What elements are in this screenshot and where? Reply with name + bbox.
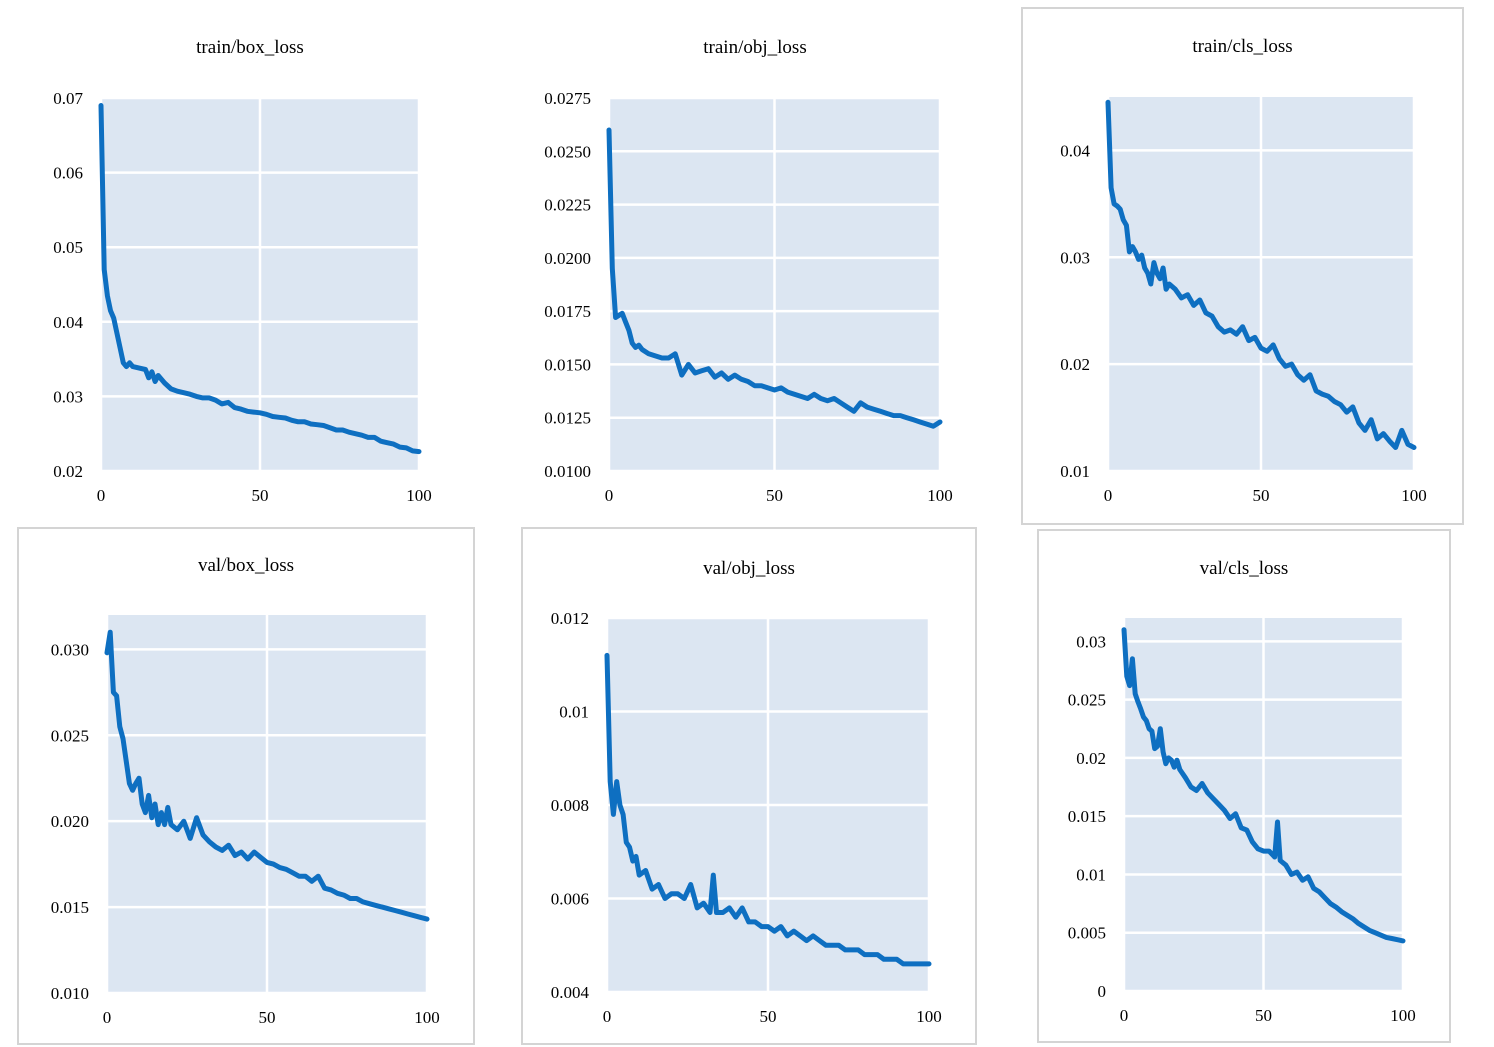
y-tick-label: 0.015 [1068, 807, 1106, 826]
y-tick-label: 0.01 [1076, 865, 1106, 884]
x-tick-label: 100 [1401, 486, 1427, 505]
y-tick-label: 0.03 [1060, 248, 1090, 267]
chart-title: val/obj_loss [703, 558, 795, 579]
y-tick-label: 0.020 [51, 812, 89, 831]
y-tick-label: 0.01 [559, 703, 589, 722]
chart-title: train/box_loss [196, 37, 304, 58]
y-tick-label: 0.02 [53, 462, 83, 481]
y-tick-label: 0.01 [1060, 462, 1090, 481]
y-tick-label: 0.004 [551, 983, 590, 1002]
x-tick-label: 100 [1390, 1006, 1416, 1025]
chart-svg: train/box_loss 0.07 0.06 0.05 0.04 0.03 0.02 0 5… [53, 37, 432, 505]
chart-panel-val-cls-loss: val/cls_loss 0.03 0.025 0.02 0.015 0.01 0.005 0… [1037, 529, 1451, 1043]
loss-series-line [1105, 99, 1417, 450]
y-tick-label: 0.015 [51, 898, 89, 917]
x-tick-label: 100 [916, 1007, 942, 1026]
y-tick-label: 0.005 [1068, 924, 1106, 943]
y-tick-label: 0.0100 [544, 462, 591, 481]
loss-series-line [604, 652, 932, 967]
x-tick-label: 0 [97, 486, 106, 505]
chart-panel-train-box-loss: train/box_loss 0.07 0.06 0.05 0.04 0.03 0.02 0 5… [10, 10, 490, 515]
y-tick-label: 0.02 [1060, 355, 1090, 374]
y-tick-label: 0.0200 [544, 249, 591, 268]
x-tick-label: 0 [1104, 486, 1113, 505]
y-tick-label: 0.0225 [544, 196, 591, 215]
y-tick-label: 0.0175 [544, 302, 591, 321]
chart-title: val/cls_loss [1200, 558, 1289, 579]
y-tick-label: 0.04 [53, 313, 83, 332]
chart-svg: train/obj_loss 0.0275 0.0250 0.0225 0.0200 0.… [544, 37, 953, 505]
chart-title: train/obj_loss [703, 37, 806, 58]
y-tick-label: 0.05 [53, 238, 83, 257]
chart-panel-train-obj-loss: train/obj_loss 0.0275 0.0250 0.0225 0.0200 0.… [510, 10, 1000, 515]
x-tick-label: 0 [605, 486, 614, 505]
x-tick-label: 0 [103, 1008, 112, 1027]
chart-svg: train/cls_loss 0.04 0.03 0.02 0.01 0 50 100 [1060, 36, 1427, 505]
y-tick-label: 0.06 [53, 164, 83, 183]
chart-title: val/box_loss [198, 555, 294, 576]
x-tick-label: 50 [760, 1007, 777, 1026]
y-tick-label: 0.03 [53, 387, 83, 406]
x-tick-label: 100 [406, 486, 432, 505]
y-tick-label: 0.0275 [544, 89, 591, 108]
y-tick-label: 0.0250 [544, 142, 591, 161]
y-tick-label: 0.025 [1068, 691, 1106, 710]
chart-panel-val-obj-loss: val/obj_loss 0.012 0.01 0.008 0.006 0.004 0 50 1… [521, 527, 977, 1045]
x-tick-label: 100 [414, 1008, 440, 1027]
x-tick-label: 50 [252, 486, 269, 505]
chart-svg: val/cls_loss 0.03 0.025 0.02 0.015 0.01 0.005 0… [1068, 558, 1416, 1025]
loss-series-line [606, 127, 943, 429]
y-tick-label: 0.0150 [544, 355, 591, 374]
y-tick-label: 0.03 [1076, 632, 1106, 651]
y-tick-label: 0.010 [51, 984, 89, 1003]
chart-panel-val-box-loss: val/box_loss 0.030 0.025 0.020 0.015 0.010 0 50… [17, 527, 475, 1045]
loss-series-line [104, 629, 430, 922]
y-tick-label: 0 [1098, 982, 1107, 1001]
y-tick-label: 0.012 [551, 609, 589, 628]
loss-series-line [1121, 627, 1406, 944]
chart-panel-train-cls-loss: train/cls_loss 0.04 0.03 0.02 0.01 0 50 100 [1021, 7, 1464, 525]
x-tick-label: 100 [927, 486, 953, 505]
x-tick-label: 0 [603, 1007, 612, 1026]
y-tick-label: 0.04 [1060, 141, 1090, 160]
x-tick-label: 50 [1255, 1006, 1272, 1025]
chart-title: train/cls_loss [1192, 36, 1292, 57]
x-tick-label: 50 [766, 486, 783, 505]
x-tick-label: 0 [1120, 1006, 1129, 1025]
y-tick-label: 0.030 [51, 640, 89, 659]
y-tick-label: 0.006 [551, 890, 589, 909]
x-tick-label: 50 [1253, 486, 1270, 505]
loss-series-line [98, 103, 422, 455]
chart-svg: val/obj_loss 0.012 0.01 0.008 0.006 0.004 0 50 1… [551, 558, 942, 1026]
y-tick-label: 0.008 [551, 796, 589, 815]
y-tick-label: 0.07 [53, 89, 83, 108]
y-tick-label: 0.025 [51, 726, 89, 745]
y-tick-label: 0.0125 [544, 409, 591, 428]
chart-svg: val/box_loss 0.030 0.025 0.020 0.015 0.010 0 50… [51, 555, 440, 1027]
x-tick-label: 50 [259, 1008, 276, 1027]
y-tick-label: 0.02 [1076, 749, 1106, 768]
